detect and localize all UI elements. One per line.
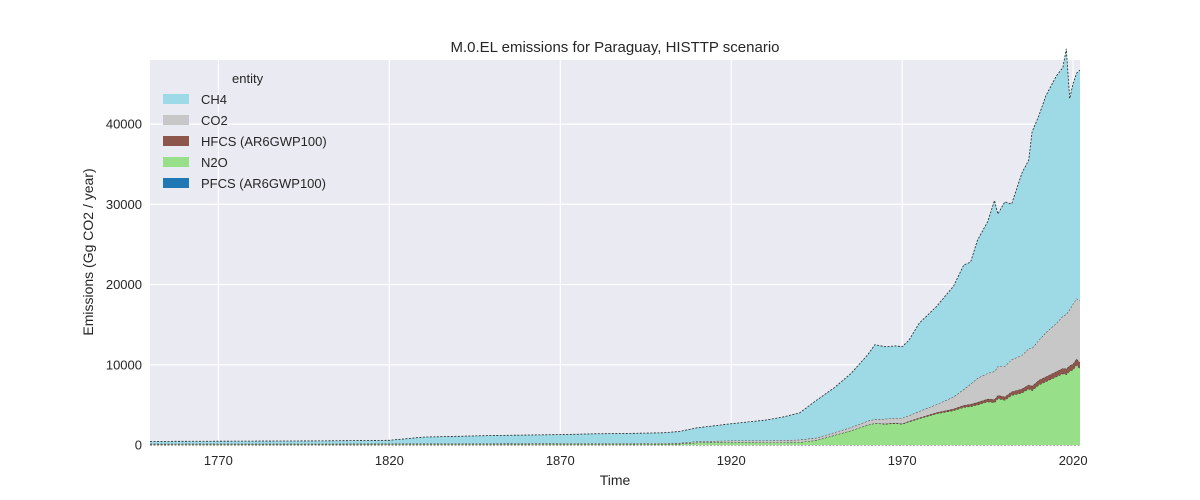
area-n2o (150, 364, 1080, 445)
area-outline-hfcs-ar6gwp100 (149, 358, 1081, 445)
x-tick-label: 1870 (546, 453, 575, 468)
legend-swatch-ch4 (163, 94, 189, 104)
chart-title: M.0.EL emissions for Paraguay, HISTTP sc… (450, 39, 779, 56)
y-tick-label: 0 (135, 438, 142, 453)
x-tick-label: 1920 (717, 453, 746, 468)
y-tick-label: 20000 (106, 277, 142, 292)
y-tick-label: 10000 (106, 357, 142, 372)
legend-title: entity (232, 71, 264, 86)
legend-label-hfcs-ar6gwp100: HFCS (AR6GWP100) (201, 134, 327, 149)
legend-swatch-n2o (163, 157, 189, 167)
x-tick-label: 1820 (375, 453, 404, 468)
x-axis-label: Time (600, 472, 631, 488)
y-axis-label: Emissions (Gg CO2 / year) (80, 168, 96, 335)
legend-label-n2o: N2O (201, 155, 228, 170)
area-outline-ch4 (149, 48, 1081, 442)
legend: entity CH4 CO2 HFCS (AR6GWP100) N2O PFCS (AR… (163, 71, 327, 191)
stacked-areas (149, 48, 1081, 446)
legend-label-pfcs-ar6gwp100: PFCS (AR6GWP100) (201, 176, 326, 191)
legend-swatch-co2 (163, 115, 189, 125)
legend-swatch-pfcs-ar6gwp100 (163, 178, 189, 188)
x-tick-label: 2020 (1059, 453, 1088, 468)
x-tick-label: 1970 (888, 453, 917, 468)
x-tick-label: 1770 (204, 453, 233, 468)
tick-labels: 1770 1820 1870 1920 1970 2020 0 10000 20000 30000… (106, 117, 1088, 468)
y-tick-label: 40000 (106, 117, 142, 132)
legend-swatch-hfcs-ar6gwp100 (163, 136, 189, 146)
legend-label-co2: CO2 (201, 113, 228, 128)
legend-label-ch4: CH4 (201, 92, 227, 107)
y-tick-label: 30000 (106, 197, 142, 212)
